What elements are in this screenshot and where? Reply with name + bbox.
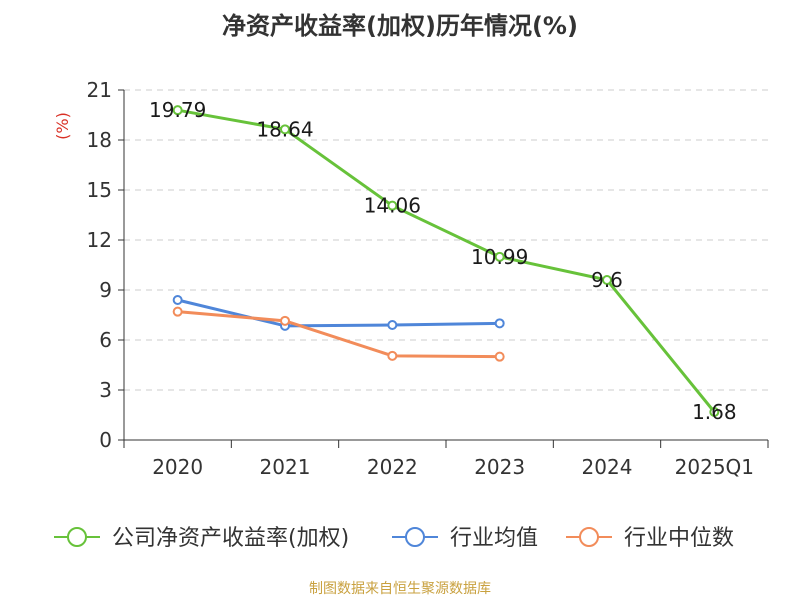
data-point xyxy=(387,350,398,361)
x-tick-label: 2025Q1 xyxy=(675,455,754,479)
chart-title: 净资产收益率(加权)历年情况(%) xyxy=(222,12,578,40)
y-tick-label: 6 xyxy=(99,328,112,352)
legend-label: 行业中位数 xyxy=(624,526,734,551)
y-tick-label: 0 xyxy=(99,428,112,452)
series-lines xyxy=(172,105,720,417)
axes: 0 3 6 9 12 15 18 21 2020 2021 2022 2023 2024 2025Q1 (%… xyxy=(53,78,769,479)
data-point xyxy=(172,295,183,305)
legend-marker xyxy=(67,527,87,547)
data-label: 9.6 xyxy=(591,268,623,292)
data-point xyxy=(172,306,183,317)
data-point xyxy=(280,124,290,135)
y-tick-label: 12 xyxy=(87,228,112,252)
gridlines xyxy=(124,89,768,391)
data-label: 18.64 xyxy=(256,117,313,141)
y-tick-label: 15 xyxy=(87,178,112,202)
y-tick-label: 18 xyxy=(87,128,112,152)
data-point xyxy=(280,315,290,326)
data-point xyxy=(494,351,505,362)
y-axis-label: (%) xyxy=(53,112,72,140)
data-label: 14.06 xyxy=(364,194,421,218)
data-point xyxy=(172,105,183,116)
legend-marker xyxy=(579,527,599,547)
x-tick-label: 2021 xyxy=(260,455,311,479)
legend-label: 公司净资产收益率(加权) xyxy=(112,526,349,551)
legend: 公司净资产收益率(加权) 行业均值 行业中位数 xyxy=(54,526,734,551)
legend-item[interactable]: 行业均值 xyxy=(392,526,538,551)
y-tick-label: 3 xyxy=(99,378,112,402)
data-point xyxy=(387,320,398,330)
data-point xyxy=(494,318,505,329)
x-tick-label: 2020 xyxy=(152,455,203,479)
legend-marker xyxy=(405,527,425,547)
x-tick-label: 2022 xyxy=(367,455,418,479)
data-point xyxy=(709,407,720,417)
data-label: 10.99 xyxy=(471,245,528,269)
chart-source-note: 制图数据来自恒生聚源数据库 xyxy=(309,581,491,597)
series-line xyxy=(177,310,500,359)
legend-label: 行业均值 xyxy=(450,526,538,551)
y-tick-label: 9 xyxy=(99,278,112,302)
data-labels: 19.79 18.64 14.06 10.99 9.6 1.68 xyxy=(149,98,737,424)
y-tick-label: 21 xyxy=(87,78,112,102)
data-label: 19.79 xyxy=(149,98,206,122)
data-point xyxy=(494,251,505,262)
x-tick-label: 2023 xyxy=(474,455,525,479)
x-tick-label: 2024 xyxy=(582,455,633,479)
data-point xyxy=(387,200,398,211)
data-label: 1.68 xyxy=(692,400,737,424)
legend-item[interactable]: 行业中位数 xyxy=(566,526,734,551)
legend-item[interactable]: 公司净资产收益率(加权) xyxy=(54,526,349,551)
series-line xyxy=(177,298,500,328)
data-point xyxy=(602,275,612,285)
series-line xyxy=(177,108,716,413)
